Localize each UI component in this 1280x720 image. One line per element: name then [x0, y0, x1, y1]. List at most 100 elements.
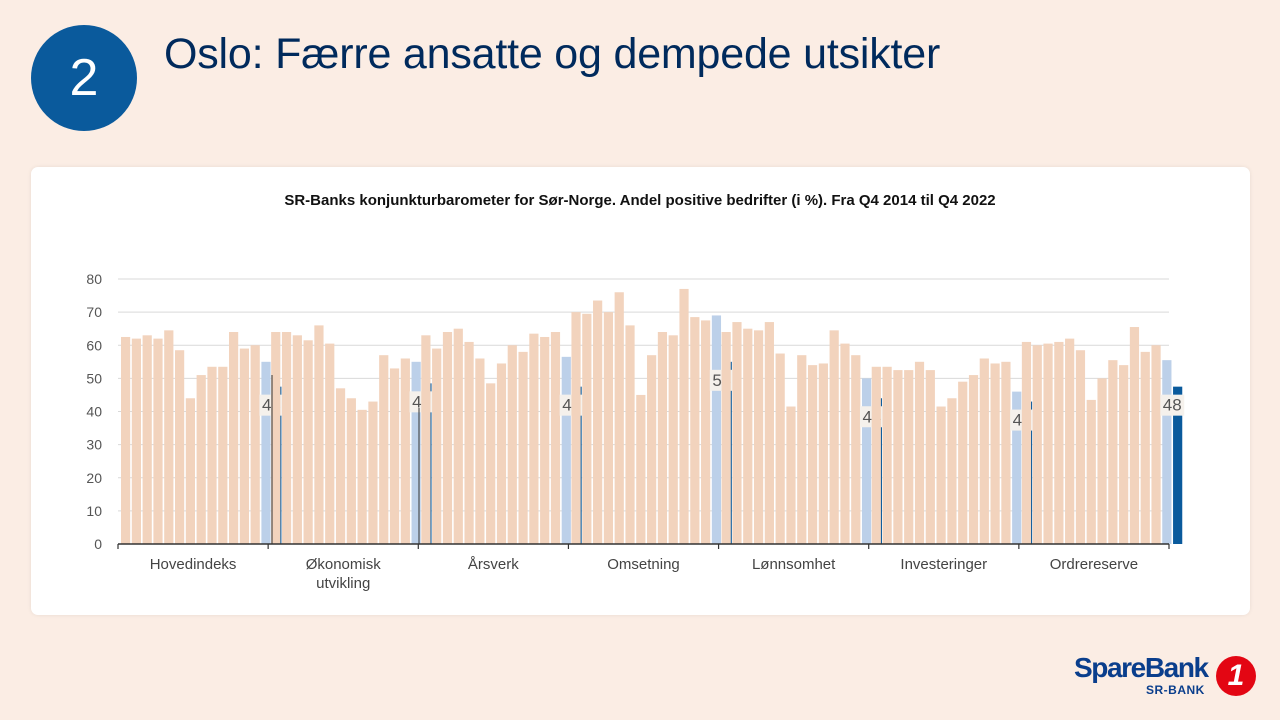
- history-bar: [175, 350, 185, 544]
- history-bar: [346, 398, 356, 544]
- history-bar: [496, 363, 507, 544]
- history-bar: [1065, 338, 1075, 544]
- history-bar: [743, 328, 753, 544]
- previous-quarter-bar: [711, 315, 722, 544]
- history-bar: [357, 409, 367, 544]
- history-bar: [775, 353, 785, 544]
- history-bar: [571, 312, 581, 544]
- history-bar: [464, 341, 474, 544]
- history-bar: [871, 366, 881, 544]
- history-bar: [593, 300, 603, 544]
- history-bar: [636, 394, 646, 544]
- history-bar: [701, 320, 711, 544]
- history-bar: [442, 332, 453, 544]
- category-label: Årsverk: [468, 556, 519, 573]
- history-bar: [925, 370, 935, 544]
- history-bar: [400, 358, 410, 544]
- history-bar: [421, 335, 431, 544]
- history-bar: [432, 348, 442, 544]
- category-label: Hovedindeks: [150, 556, 237, 573]
- history-bar: [797, 355, 807, 544]
- history-bar: [1021, 341, 1032, 544]
- history-bar: [914, 361, 925, 544]
- category-label: Økonomisk: [306, 556, 382, 573]
- category-label: utvikling: [316, 575, 370, 592]
- history-bar: [786, 406, 796, 544]
- history-bar: [550, 332, 561, 544]
- history-bar: [1140, 351, 1150, 544]
- history-bar: [1075, 350, 1086, 544]
- history-bar: [818, 363, 828, 544]
- history-bar: [389, 368, 400, 544]
- category-label: Omsetning: [607, 556, 680, 573]
- slide-number: 2: [69, 49, 99, 107]
- y-tick-label: 0: [94, 536, 102, 552]
- history-bar: [368, 401, 378, 544]
- history-bar: [121, 336, 131, 544]
- history-bar: [486, 383, 496, 544]
- y-tick-label: 70: [86, 304, 102, 320]
- history-bar: [1043, 343, 1053, 544]
- history-bar: [882, 366, 892, 544]
- category-label: Ordrereserve: [1050, 556, 1138, 573]
- y-tick-label: 20: [86, 470, 102, 486]
- history-bar: [529, 333, 539, 544]
- history-bar: [764, 322, 774, 544]
- logo-digit: 1: [1227, 659, 1245, 692]
- y-tick-label: 40: [86, 404, 102, 420]
- history-bar: [453, 328, 463, 544]
- history-bar: [1108, 360, 1118, 544]
- latest-quarter-bar: [1173, 386, 1183, 544]
- history-bar: [679, 288, 689, 544]
- history-bar: [647, 355, 657, 544]
- history-bar: [475, 358, 485, 544]
- history-bar: [218, 366, 228, 544]
- value-label-background: [1160, 394, 1185, 416]
- previous-quarter-bar: [261, 361, 271, 544]
- history-bar: [753, 330, 764, 544]
- logo-digit-circle: 1: [1216, 656, 1256, 696]
- history-bar: [657, 332, 668, 544]
- history-bar: [335, 388, 346, 544]
- history-bar: [250, 345, 260, 544]
- previous-quarter-bar: [861, 378, 872, 544]
- y-tick-label: 30: [86, 437, 102, 453]
- history-bar: [851, 355, 861, 544]
- history-bar: [164, 330, 174, 544]
- history-bar: [732, 322, 742, 544]
- slide-title: Oslo: Færre ansatte og dempede utsikter: [164, 30, 941, 78]
- history-bar: [947, 398, 957, 544]
- logo-subtitle: SR-BANK: [1146, 683, 1205, 697]
- history-bar: [303, 340, 313, 544]
- category-label: Investeringer: [900, 556, 987, 573]
- chart-title: SR-Banks konjunkturbarometer for Sør-Nor…: [284, 192, 996, 209]
- previous-quarter-bar: [1162, 360, 1172, 544]
- history-bar: [1032, 345, 1042, 544]
- history-bar: [904, 370, 914, 544]
- history-bar: [603, 312, 614, 544]
- history-bar: [582, 313, 592, 544]
- history-bar: [153, 338, 163, 544]
- history-bar: [958, 381, 968, 544]
- logo-name: SpareBank: [1074, 652, 1209, 683]
- history-bar: [1086, 399, 1096, 544]
- y-tick-label: 60: [86, 337, 102, 353]
- history-bar: [990, 363, 1000, 544]
- previous-quarter-bar: [1012, 391, 1022, 544]
- history-bar: [518, 351, 528, 544]
- history-bar: [614, 292, 624, 544]
- history-bar: [807, 365, 818, 544]
- history-bar: [185, 398, 195, 544]
- history-bar: [239, 348, 249, 544]
- history-bar: [893, 370, 903, 544]
- history-bar: [1151, 345, 1161, 544]
- history-bar: [668, 335, 678, 544]
- history-bar: [1119, 365, 1129, 544]
- history-bar: [979, 358, 989, 544]
- history-bar: [314, 325, 324, 544]
- history-bar: [1129, 327, 1140, 544]
- history-bar: [325, 343, 335, 544]
- category-label: Lønnsomhet: [752, 556, 836, 573]
- history-bar: [507, 345, 517, 544]
